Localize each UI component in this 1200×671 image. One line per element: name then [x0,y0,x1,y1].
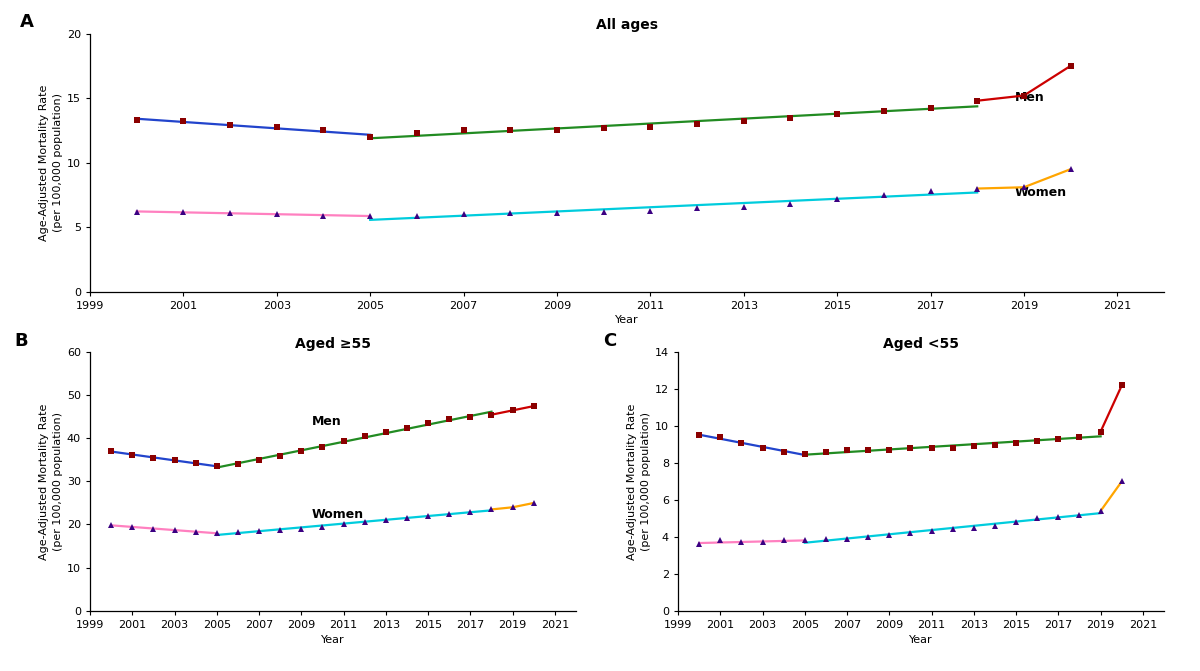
Y-axis label: Age-Adjusted Mortality Rate
(per 100,000 population): Age-Adjusted Mortality Rate (per 100,000… [40,403,62,560]
Text: Women: Women [312,508,364,521]
Text: A: A [20,13,34,31]
Y-axis label: Age-Adjusted Mortality Rate
(per 100,000 population): Age-Adjusted Mortality Rate (per 100,000… [628,403,650,560]
Text: B: B [14,331,29,350]
Title: Aged ≥55: Aged ≥55 [295,337,371,351]
Y-axis label: Age-Adjusted Mortality Rate
(per 100,000 population): Age-Adjusted Mortality Rate (per 100,000… [40,85,62,241]
Title: All ages: All ages [596,18,658,32]
Text: Men: Men [1014,91,1044,104]
Text: C: C [602,331,616,350]
Text: Year: Year [616,315,638,325]
X-axis label: Year: Year [322,635,344,646]
Text: Women: Women [1014,187,1067,199]
Title: Aged <55: Aged <55 [883,337,959,351]
X-axis label: Year: Year [910,635,932,646]
Text: Men: Men [312,415,342,429]
